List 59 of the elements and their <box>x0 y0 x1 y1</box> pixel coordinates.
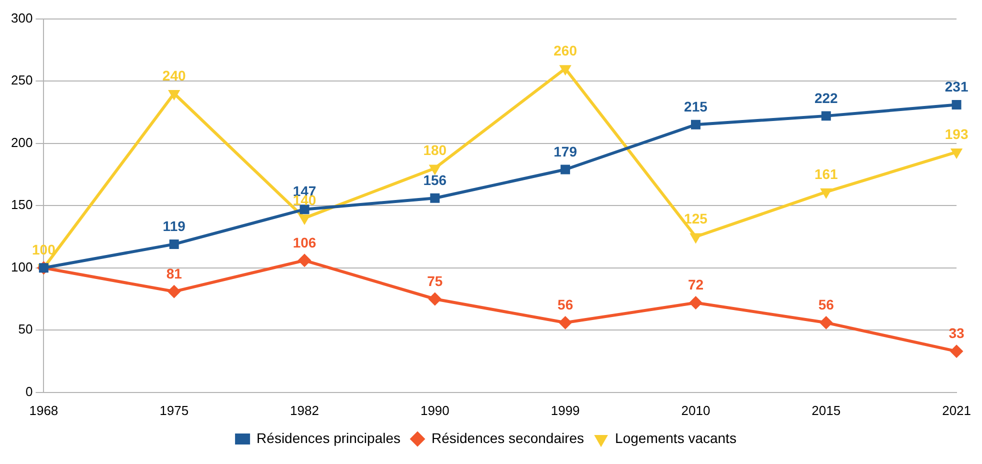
legend-label: Résidences principales <box>256 430 401 446</box>
point <box>169 239 179 249</box>
point <box>298 254 312 267</box>
data-label: 193 <box>944 126 968 142</box>
data-label: 119 <box>162 218 186 234</box>
data-label: 100 <box>32 242 56 258</box>
data-label: 81 <box>166 265 182 282</box>
y-tick-label: 100 <box>10 259 33 274</box>
data-label: 56 <box>818 296 834 313</box>
point <box>429 164 441 175</box>
x-tick-label: 1968 <box>29 402 58 418</box>
x-tick-label: 1982 <box>290 402 319 418</box>
point <box>560 164 570 174</box>
data-label: 260 <box>554 42 578 58</box>
x-tick-label: 1990 <box>420 402 450 418</box>
legend-label: Résidences secondaires <box>432 430 584 446</box>
point <box>558 316 572 330</box>
point <box>300 204 310 214</box>
x-tick-label: 2021 <box>942 402 971 418</box>
x-tick-label: 1975 <box>160 402 189 418</box>
data-label: 240 <box>162 67 186 84</box>
legend-label: Logements vacants <box>615 430 736 446</box>
point <box>821 111 831 121</box>
y-tick-label: 200 <box>10 134 33 150</box>
data-label: 179 <box>554 143 578 160</box>
point <box>690 233 702 244</box>
data-label: 72 <box>688 276 704 293</box>
point <box>168 285 181 298</box>
point <box>952 100 962 110</box>
data-label: 222 <box>814 90 838 106</box>
data-label: 75 <box>427 272 443 289</box>
data-label: 106 <box>292 234 316 250</box>
y-tick-label: 250 <box>10 72 33 88</box>
y-tick-label: 50 <box>18 322 33 337</box>
data-label: 125 <box>684 210 708 227</box>
point <box>950 344 964 358</box>
point <box>560 65 572 76</box>
x-tick-label: 2010 <box>681 402 710 418</box>
data-label: 161 <box>814 166 838 182</box>
point <box>950 148 962 159</box>
point <box>820 316 833 330</box>
data-label: 156 <box>423 172 447 188</box>
point <box>689 296 702 310</box>
point <box>428 292 442 306</box>
point <box>820 188 832 198</box>
data-label: 180 <box>423 142 447 158</box>
data-label: 215 <box>684 98 708 115</box>
y-tick-label: 150 <box>10 197 33 212</box>
y-tick-label: 0 <box>25 384 33 399</box>
point <box>690 120 700 130</box>
point <box>430 193 440 203</box>
y-tick-label: 300 <box>10 10 33 26</box>
data-label: 56 <box>558 296 574 313</box>
data-label: 231 <box>944 78 968 95</box>
x-tick-label: 1999 <box>550 402 580 418</box>
data-label: 33 <box>948 325 965 342</box>
point <box>298 214 310 225</box>
point <box>168 90 180 100</box>
x-tick-label: 2015 <box>812 402 841 418</box>
